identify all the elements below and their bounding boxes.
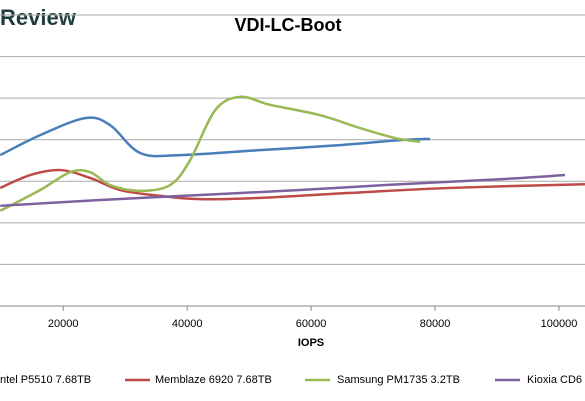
legend-label: ntel P5510 7.68TB [0, 374, 91, 386]
legend-label: Kioxia CD6 [527, 374, 582, 386]
x-tick-label: 40000 [172, 318, 203, 330]
x-tick-label: 60000 [296, 318, 327, 330]
series-line [0, 95, 421, 212]
legend-label: Memblaze 6920 7.68TB [155, 374, 272, 386]
series-line [0, 168, 585, 201]
legend-label: Samsung PM1735 3.2TB [337, 374, 460, 386]
series-line [0, 173, 566, 208]
x-tick-label: 20000 [48, 318, 79, 330]
x-tick-label: 100000 [541, 318, 578, 330]
chart-title: VDI-LC-Boot [235, 15, 342, 35]
x-tick-label: 80000 [420, 318, 451, 330]
brand-logo: Review [0, 5, 77, 30]
x-axis-label: IOPS [298, 337, 324, 349]
series-line [0, 116, 431, 158]
